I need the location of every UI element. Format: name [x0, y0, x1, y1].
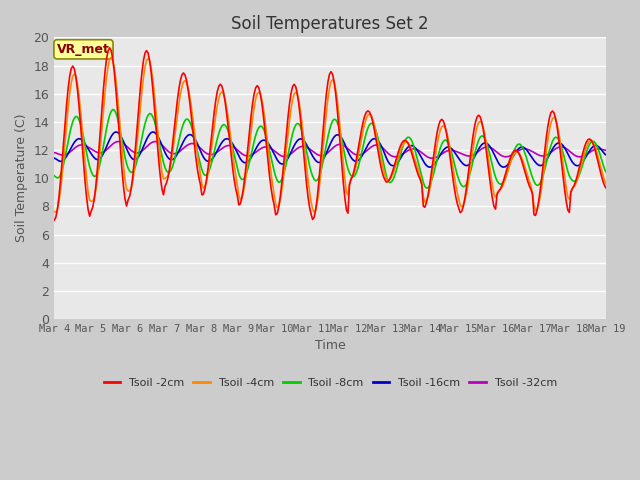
Y-axis label: Soil Temperature (C): Soil Temperature (C): [15, 114, 28, 242]
Title: Soil Temperatures Set 2: Soil Temperatures Set 2: [232, 15, 429, 33]
Legend: Tsoil -2cm, Tsoil -4cm, Tsoil -8cm, Tsoil -16cm, Tsoil -32cm: Tsoil -2cm, Tsoil -4cm, Tsoil -8cm, Tsoi…: [99, 373, 561, 392]
X-axis label: Time: Time: [315, 339, 346, 352]
Text: VR_met: VR_met: [57, 43, 110, 56]
